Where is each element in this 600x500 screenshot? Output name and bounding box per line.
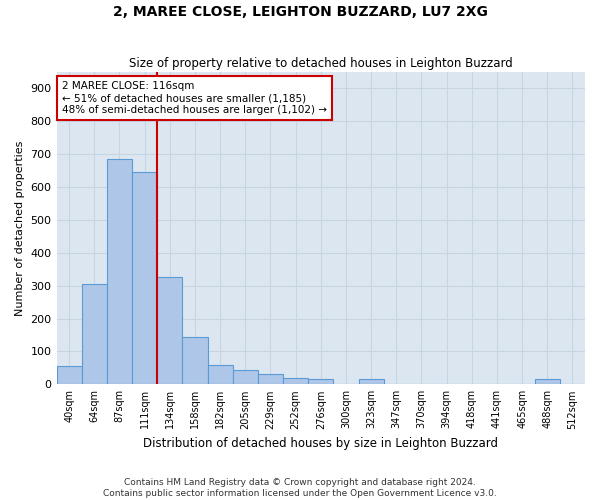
Bar — [233, 370, 258, 384]
Title: Size of property relative to detached houses in Leighton Buzzard: Size of property relative to detached ho… — [129, 56, 512, 70]
Bar — [82, 284, 107, 384]
Bar — [132, 172, 157, 384]
Bar — [258, 374, 283, 384]
Bar — [56, 366, 82, 384]
Text: Contains HM Land Registry data © Crown copyright and database right 2024.
Contai: Contains HM Land Registry data © Crown c… — [103, 478, 497, 498]
Bar — [157, 278, 182, 384]
Y-axis label: Number of detached properties: Number of detached properties — [15, 140, 25, 316]
Bar — [359, 380, 383, 384]
Bar — [535, 380, 560, 384]
Bar — [182, 336, 208, 384]
Bar — [283, 378, 308, 384]
Bar — [308, 380, 334, 384]
Text: 2, MAREE CLOSE, LEIGHTON BUZZARD, LU7 2XG: 2, MAREE CLOSE, LEIGHTON BUZZARD, LU7 2X… — [113, 5, 487, 19]
X-axis label: Distribution of detached houses by size in Leighton Buzzard: Distribution of detached houses by size … — [143, 437, 498, 450]
Bar — [107, 159, 132, 384]
Bar — [208, 364, 233, 384]
Text: 2 MAREE CLOSE: 116sqm
← 51% of detached houses are smaller (1,185)
48% of semi-d: 2 MAREE CLOSE: 116sqm ← 51% of detached … — [62, 82, 327, 114]
